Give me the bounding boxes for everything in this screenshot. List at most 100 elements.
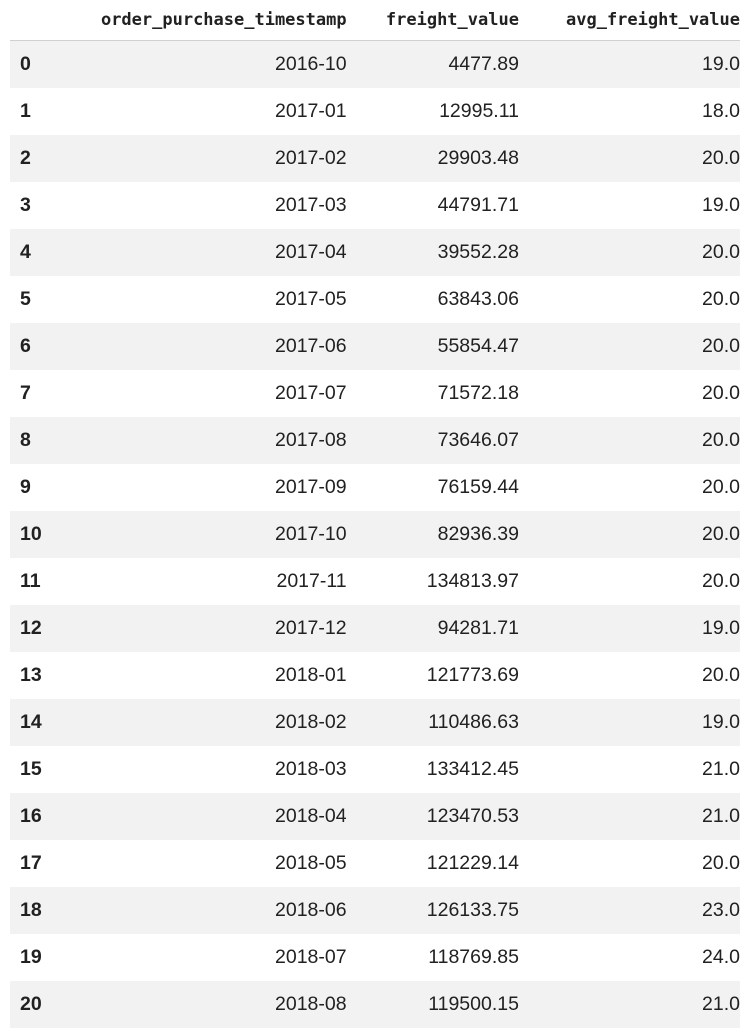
- row-index: 14: [20, 710, 42, 733]
- cell-avg-freight-value: 20.0: [702, 381, 740, 404]
- cell-order-purchase-timestamp: 2017-08: [275, 428, 347, 451]
- row-index: 6: [20, 334, 31, 357]
- row-index: 18: [20, 898, 42, 921]
- cell-order-purchase-timestamp: 2017-02: [275, 146, 347, 169]
- table-row: 14 2018-02 110486.63 19.0: [10, 698, 740, 746]
- cell-freight-value: 63843.06: [437, 287, 519, 310]
- cell-freight-value: 29903.48: [437, 146, 519, 169]
- cell-order-purchase-timestamp: 2017-06: [275, 334, 347, 357]
- table-row: 15 2018-03 133412.45 21.0: [10, 745, 740, 793]
- cell-avg-freight-value: 20.0: [702, 663, 740, 686]
- table-row: 20 2018-08 119500.15 21.0: [10, 980, 740, 1028]
- cell-avg-freight-value: 19.0: [702, 616, 740, 639]
- table-header: order_purchase_timestamp freight_value a…: [10, 0, 740, 41]
- cell-avg-freight-value: 20.0: [702, 475, 740, 498]
- cell-avg-freight-value: 20.0: [702, 522, 740, 545]
- dataframe-table: order_purchase_timestamp freight_value a…: [10, 0, 740, 1028]
- cell-freight-value: 82936.39: [437, 522, 519, 545]
- cell-freight-value: 126133.75: [426, 898, 519, 921]
- cell-avg-freight-value: 20.0: [702, 569, 740, 592]
- row-index: 3: [20, 193, 31, 216]
- cell-avg-freight-value: 19.0: [702, 710, 740, 733]
- row-index: 4: [20, 240, 31, 263]
- table-row: 19 2018-07 118769.85 24.0: [10, 933, 740, 981]
- cell-avg-freight-value: 21.0: [702, 757, 740, 780]
- cell-freight-value: 44791.71: [437, 193, 519, 216]
- row-index: 9: [20, 475, 31, 498]
- cell-order-purchase-timestamp: 2018-05: [275, 851, 347, 874]
- table-row: 11 2017-11 134813.97 20.0: [10, 557, 740, 605]
- cell-order-purchase-timestamp: 2017-11: [276, 569, 347, 592]
- column-header-order-purchase-timestamp: order_purchase_timestamp: [62, 0, 347, 41]
- row-index: 19: [20, 945, 42, 968]
- cell-avg-freight-value: 20.0: [702, 334, 740, 357]
- cell-order-purchase-timestamp: 2018-01: [275, 663, 347, 686]
- table-row: 10 2017-10 82936.39 20.0: [10, 510, 740, 558]
- cell-freight-value: 4477.89: [448, 52, 519, 75]
- cell-freight-value: 121773.69: [426, 663, 519, 686]
- cell-avg-freight-value: 18.0: [702, 99, 740, 122]
- table-row: 12 2017-12 94281.71 19.0: [10, 604, 740, 652]
- row-index: 10: [20, 522, 42, 545]
- row-index: 5: [20, 287, 31, 310]
- cell-avg-freight-value: 20.0: [702, 146, 740, 169]
- cell-freight-value: 134813.97: [426, 569, 519, 592]
- row-index: 15: [20, 757, 42, 780]
- cell-order-purchase-timestamp: 2018-06: [275, 898, 347, 921]
- cell-freight-value: 118769.85: [428, 945, 519, 968]
- cell-avg-freight-value: 24.0: [702, 945, 740, 968]
- cell-order-purchase-timestamp: 2018-03: [275, 757, 347, 780]
- cell-order-purchase-timestamp: 2017-01: [275, 99, 347, 122]
- row-index: 2: [20, 146, 31, 169]
- cell-order-purchase-timestamp: 2017-04: [275, 240, 347, 263]
- cell-order-purchase-timestamp: 2018-08: [275, 992, 347, 1015]
- row-index: 20: [20, 992, 42, 1015]
- cell-order-purchase-timestamp: 2016-10: [275, 52, 347, 75]
- cell-freight-value: 76159.44: [437, 475, 519, 498]
- cell-avg-freight-value: 20.0: [702, 240, 740, 263]
- cell-freight-value: 73646.07: [437, 428, 519, 451]
- table-row: 2 2017-02 29903.48 20.0: [10, 134, 740, 182]
- table-row: 0 2016-10 4477.89 19.0: [10, 40, 740, 88]
- index-column-header: [10, 0, 63, 41]
- cell-freight-value: 110486.63: [428, 710, 519, 733]
- cell-freight-value: 12995.11: [439, 99, 519, 122]
- cell-avg-freight-value: 20.0: [702, 287, 740, 310]
- cell-avg-freight-value: 19.0: [702, 52, 740, 75]
- cell-avg-freight-value: 23.0: [702, 898, 740, 921]
- row-index: 8: [20, 428, 31, 451]
- cell-order-purchase-timestamp: 2017-07: [275, 381, 347, 404]
- cell-avg-freight-value: 20.0: [702, 428, 740, 451]
- table-row: 17 2018-05 121229.14 20.0: [10, 839, 740, 887]
- table-body: 0 2016-10 4477.89 19.0 1 2017-01 12995.11 18.0 2…: [10, 40, 740, 1028]
- cell-avg-freight-value: 20.0: [702, 851, 740, 874]
- column-header-avg-freight-value: avg_freight_value: [518, 0, 740, 41]
- table-row: 7 2017-07 71572.18 20.0: [10, 369, 740, 417]
- table-row: 16 2018-04 123470.53 21.0: [10, 792, 740, 840]
- cell-freight-value: 71572.18: [437, 381, 519, 404]
- cell-order-purchase-timestamp: 2017-10: [275, 522, 347, 545]
- cell-order-purchase-timestamp: 2017-05: [275, 287, 347, 310]
- table-row: 8 2017-08 73646.07 20.0: [10, 416, 740, 464]
- cell-freight-value: 119500.15: [428, 992, 519, 1015]
- table-row: 13 2018-01 121773.69 20.0: [10, 651, 740, 699]
- table-row: 4 2017-04 39552.28 20.0: [10, 228, 740, 276]
- cell-order-purchase-timestamp: 2017-12: [275, 616, 347, 639]
- cell-order-purchase-timestamp: 2018-02: [275, 710, 347, 733]
- cell-freight-value: 39552.28: [437, 240, 519, 263]
- cell-order-purchase-timestamp: 2018-07: [275, 945, 347, 968]
- table-row: 18 2018-06 126133.75 23.0: [10, 886, 740, 934]
- header-row: order_purchase_timestamp freight_value a…: [10, 0, 740, 41]
- cell-freight-value: 133412.45: [426, 757, 519, 780]
- table-row: 5 2017-05 63843.06 20.0: [10, 275, 740, 323]
- row-index: 13: [20, 663, 42, 686]
- cell-order-purchase-timestamp: 2017-03: [275, 193, 347, 216]
- table-row: 6 2017-06 55854.47 20.0: [10, 322, 740, 370]
- cell-freight-value: 121229.14: [426, 851, 519, 874]
- row-index: 7: [20, 381, 31, 404]
- cell-avg-freight-value: 21.0: [702, 992, 740, 1015]
- cell-freight-value: 94281.71: [437, 616, 519, 639]
- cell-freight-value: 123470.53: [426, 804, 519, 827]
- row-index: 12: [20, 616, 42, 639]
- row-index: 16: [20, 804, 42, 827]
